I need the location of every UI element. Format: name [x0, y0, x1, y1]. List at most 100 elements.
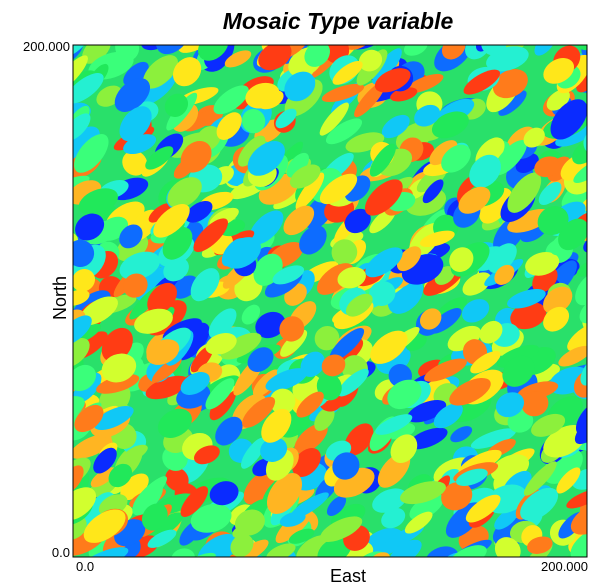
- mosaic-patch: [526, 536, 553, 554]
- mosaic-patch: [73, 55, 88, 92]
- mosaic-patch: [321, 354, 346, 377]
- mosaic-patch: [299, 225, 327, 255]
- mosaic-patch: [566, 489, 587, 509]
- mosaic-patch: [162, 227, 193, 260]
- mosaic-patch: [458, 186, 491, 214]
- mosaic-patch: [269, 388, 296, 415]
- mosaic-patch: [157, 408, 192, 438]
- mosaic-patch: [73, 357, 84, 392]
- mosaic-patch: [73, 487, 97, 521]
- mosaic-patch: [531, 413, 566, 437]
- mosaic-patch: [550, 99, 587, 140]
- mosaic-patch: [369, 552, 390, 557]
- mosaic-patch: [419, 308, 442, 330]
- mosaic-patch: [190, 503, 232, 533]
- mosaic-patch: [73, 113, 91, 141]
- mosaic-patch: [284, 71, 316, 102]
- mosaic-patch: [319, 173, 358, 205]
- mosaic-patch: [576, 258, 587, 277]
- mosaic-patch: [573, 158, 587, 183]
- mosaic-patch: [370, 330, 408, 364]
- mosaic-patch: [171, 548, 195, 557]
- mosaic-patch: [314, 407, 335, 431]
- mosaic-patch: [559, 548, 587, 557]
- mosaic-patch: [414, 104, 441, 127]
- mosaic-patch: [573, 369, 587, 398]
- mosaic-patch: [493, 139, 527, 176]
- mosaic-patch: [289, 164, 321, 189]
- mosaic-patch: [258, 45, 292, 71]
- mosaic-patch: [538, 182, 562, 205]
- mosaic-patch: [230, 534, 254, 557]
- mosaic-patch: [332, 452, 360, 480]
- mosaic-patch: [216, 112, 242, 140]
- mosaic-patch: [73, 268, 96, 292]
- mosaic-patch: [73, 396, 85, 424]
- mosaic-patch: [289, 492, 329, 520]
- mosaic-patch: [180, 486, 209, 518]
- mosaic-patch: [286, 152, 309, 178]
- mosaic-patch: [470, 428, 516, 449]
- mosaic-patch: [372, 48, 402, 85]
- mosaic-patch: [543, 306, 570, 332]
- mosaic-patch: [190, 345, 214, 373]
- mosaic-patch: [408, 427, 448, 450]
- mosaic-patch: [558, 345, 587, 367]
- mosaic-patch: [329, 328, 365, 362]
- mosaic-patch: [145, 146, 174, 170]
- mosaic-patch: [525, 252, 560, 276]
- mosaic-patch: [146, 339, 180, 365]
- mosaic-patch: [576, 56, 587, 93]
- mosaic-patch: [180, 372, 210, 395]
- mosaic-patch: [502, 355, 535, 387]
- mosaic-patch: [241, 304, 261, 325]
- mosaic-patch: [132, 476, 168, 510]
- mosaic-patch: [462, 272, 492, 296]
- mosaic-patch: [292, 447, 321, 478]
- mosaic-patch: [252, 369, 280, 397]
- mosaic-patch: [387, 379, 422, 410]
- mosaic-patch: [236, 539, 269, 557]
- mosaic-patch: [429, 140, 458, 166]
- mosaic-patch: [381, 507, 406, 529]
- mosaic-patch: [507, 172, 542, 213]
- mosaic-patch: [376, 45, 405, 54]
- mosaic-patch: [574, 410, 587, 445]
- mosaic-patch: [510, 302, 547, 330]
- mosaic-patch: [73, 239, 95, 268]
- mosaic-patch: [266, 473, 303, 514]
- mosaic-patch: [572, 140, 587, 165]
- mosaic-patch: [283, 205, 315, 236]
- mosaic-patch: [523, 461, 557, 496]
- mosaic-patch: [375, 414, 413, 435]
- mosaic-patch: [470, 351, 501, 374]
- mosaic-patch: [374, 68, 411, 93]
- mosaic-patch: [184, 109, 218, 132]
- mosaic-patch: [205, 333, 237, 355]
- mosaic-patch: [119, 251, 161, 280]
- mosaic-patch: [463, 69, 501, 95]
- mosaic-patch: [190, 268, 220, 302]
- mosaic-patch: [523, 127, 545, 148]
- mosaic-patch: [172, 57, 202, 87]
- mosaic-patch: [575, 272, 587, 306]
- mosaic-patch: [114, 78, 151, 112]
- mosaic-patch: [479, 320, 503, 344]
- mosaic-patch: [119, 106, 152, 142]
- mosaic-patch: [494, 264, 515, 285]
- mosaic-patches: [73, 45, 587, 557]
- mosaic-patch: [185, 200, 213, 223]
- y-axis-label: North: [50, 276, 70, 320]
- mosaic-patch: [543, 286, 573, 314]
- mosaic-patch: [240, 437, 266, 469]
- mosaic-patch: [141, 73, 177, 106]
- mosaic-patch: [180, 140, 212, 173]
- mosaic-patch: [108, 463, 133, 488]
- mosaic-patch: [364, 179, 403, 216]
- mosaic-patch: [419, 230, 455, 248]
- mosaic-patch: [321, 83, 365, 103]
- mosaic-patch: [73, 433, 115, 459]
- mosaic-patch: [73, 465, 84, 494]
- mosaic-patch: [495, 392, 525, 418]
